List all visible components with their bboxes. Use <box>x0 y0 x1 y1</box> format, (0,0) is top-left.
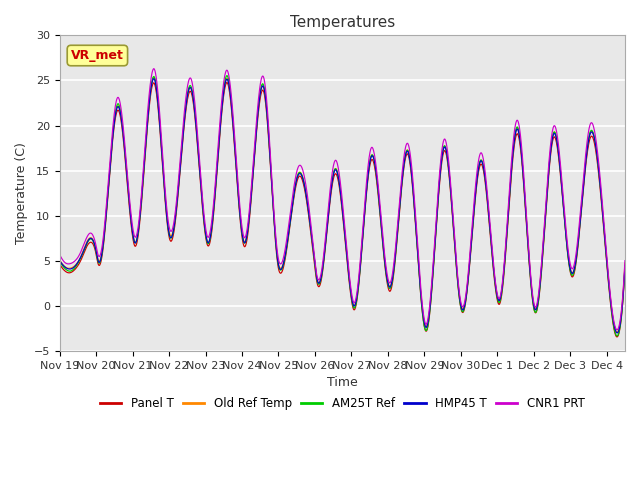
Old Ref Temp <box>56 257 63 263</box>
HMP45 T <box>84 237 92 243</box>
Text: VR_met: VR_met <box>71 49 124 62</box>
HMP45 T <box>605 277 612 283</box>
Line: Panel T: Panel T <box>60 83 625 337</box>
CNR1 PRT <box>150 66 157 72</box>
HMP45 T <box>621 263 628 268</box>
Line: CNR1 PRT: CNR1 PRT <box>60 69 625 330</box>
Panel T <box>613 334 621 340</box>
CNR1 PRT <box>316 276 324 281</box>
AM25T Ref <box>613 333 621 339</box>
HMP45 T <box>150 76 157 82</box>
AM25T Ref <box>605 282 612 288</box>
Old Ref Temp <box>331 166 339 172</box>
AM25T Ref <box>501 255 509 261</box>
CNR1 PRT <box>621 258 628 264</box>
CNR1 PRT <box>501 250 509 255</box>
Old Ref Temp <box>84 236 92 242</box>
HMP45 T <box>501 254 509 260</box>
CNR1 PRT <box>605 277 612 283</box>
HMP45 T <box>331 168 339 173</box>
Old Ref Temp <box>621 260 628 266</box>
HMP45 T <box>316 279 324 285</box>
Legend: Panel T, Old Ref Temp, AM25T Ref, HMP45 T, CNR1 PRT: Panel T, Old Ref Temp, AM25T Ref, HMP45 … <box>95 392 589 415</box>
AM25T Ref <box>621 264 628 269</box>
Panel T <box>316 283 324 288</box>
AM25T Ref <box>331 167 339 172</box>
HMP45 T <box>56 257 63 263</box>
Panel T <box>223 80 230 85</box>
CNR1 PRT <box>613 327 621 333</box>
AM25T Ref <box>223 73 231 79</box>
Old Ref Temp <box>605 279 612 285</box>
AM25T Ref <box>84 238 92 244</box>
AM25T Ref <box>605 278 612 284</box>
Panel T <box>501 259 509 264</box>
Panel T <box>331 171 339 177</box>
Panel T <box>605 281 612 287</box>
Line: Old Ref Temp: Old Ref Temp <box>60 77 625 332</box>
Y-axis label: Temperature (C): Temperature (C) <box>15 143 28 244</box>
Panel T <box>605 284 612 289</box>
Old Ref Temp <box>150 74 157 80</box>
AM25T Ref <box>56 258 63 264</box>
Old Ref Temp <box>316 279 324 285</box>
HMP45 T <box>614 330 621 336</box>
Old Ref Temp <box>605 276 612 282</box>
Old Ref Temp <box>613 329 621 335</box>
CNR1 PRT <box>605 274 612 279</box>
Old Ref Temp <box>501 254 509 260</box>
CNR1 PRT <box>331 158 339 164</box>
Panel T <box>56 261 63 267</box>
Line: HMP45 T: HMP45 T <box>60 79 625 333</box>
Title: Temperatures: Temperatures <box>290 15 395 30</box>
HMP45 T <box>605 280 612 286</box>
Panel T <box>84 241 92 247</box>
X-axis label: Time: Time <box>327 376 358 389</box>
AM25T Ref <box>316 280 324 286</box>
CNR1 PRT <box>84 231 92 237</box>
Line: AM25T Ref: AM25T Ref <box>60 76 625 336</box>
CNR1 PRT <box>56 252 63 258</box>
Panel T <box>621 265 628 271</box>
